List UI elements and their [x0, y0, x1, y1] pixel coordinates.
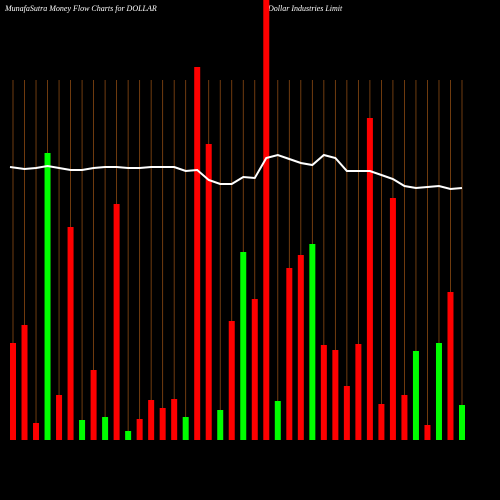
bar: [401, 395, 408, 440]
bar: [263, 0, 270, 440]
bar: [228, 321, 235, 440]
bar: [309, 244, 316, 440]
bar: [21, 325, 28, 440]
bar: [159, 408, 166, 440]
bar: [217, 410, 224, 440]
bar: [33, 423, 40, 440]
chart-title: MunafaSutra Money Flow Charts for DOLLAR: [4, 4, 157, 13]
bar: [194, 67, 201, 440]
bar: [102, 417, 109, 440]
bar: [378, 404, 385, 440]
bar: [424, 425, 431, 440]
bar: [274, 401, 281, 440]
bar: [320, 345, 327, 440]
bar: [412, 351, 419, 440]
bar: [355, 344, 362, 440]
bar: [343, 386, 350, 440]
bar: [113, 204, 120, 440]
bar: [90, 370, 97, 440]
bar: [171, 399, 178, 440]
bar: [459, 405, 465, 440]
bar: [56, 395, 63, 440]
bar: [205, 144, 212, 440]
bar: [79, 420, 86, 440]
bar: [389, 198, 396, 440]
bar: [67, 227, 74, 440]
bar: [447, 292, 454, 440]
bar: [286, 268, 293, 440]
bar: [435, 343, 442, 440]
bar: [182, 417, 189, 440]
bar: [240, 252, 247, 440]
bar: [136, 419, 143, 440]
money-flow-line: [9, 153, 463, 191]
chart-subtitle: Dollar Industries Limit: [267, 4, 343, 13]
bar: [297, 255, 304, 440]
bar: [148, 400, 155, 440]
bar: [366, 118, 373, 440]
bar: [125, 431, 132, 440]
bar: [251, 299, 258, 440]
bar: [10, 343, 16, 440]
bar: [44, 153, 51, 440]
bar: [332, 350, 339, 440]
